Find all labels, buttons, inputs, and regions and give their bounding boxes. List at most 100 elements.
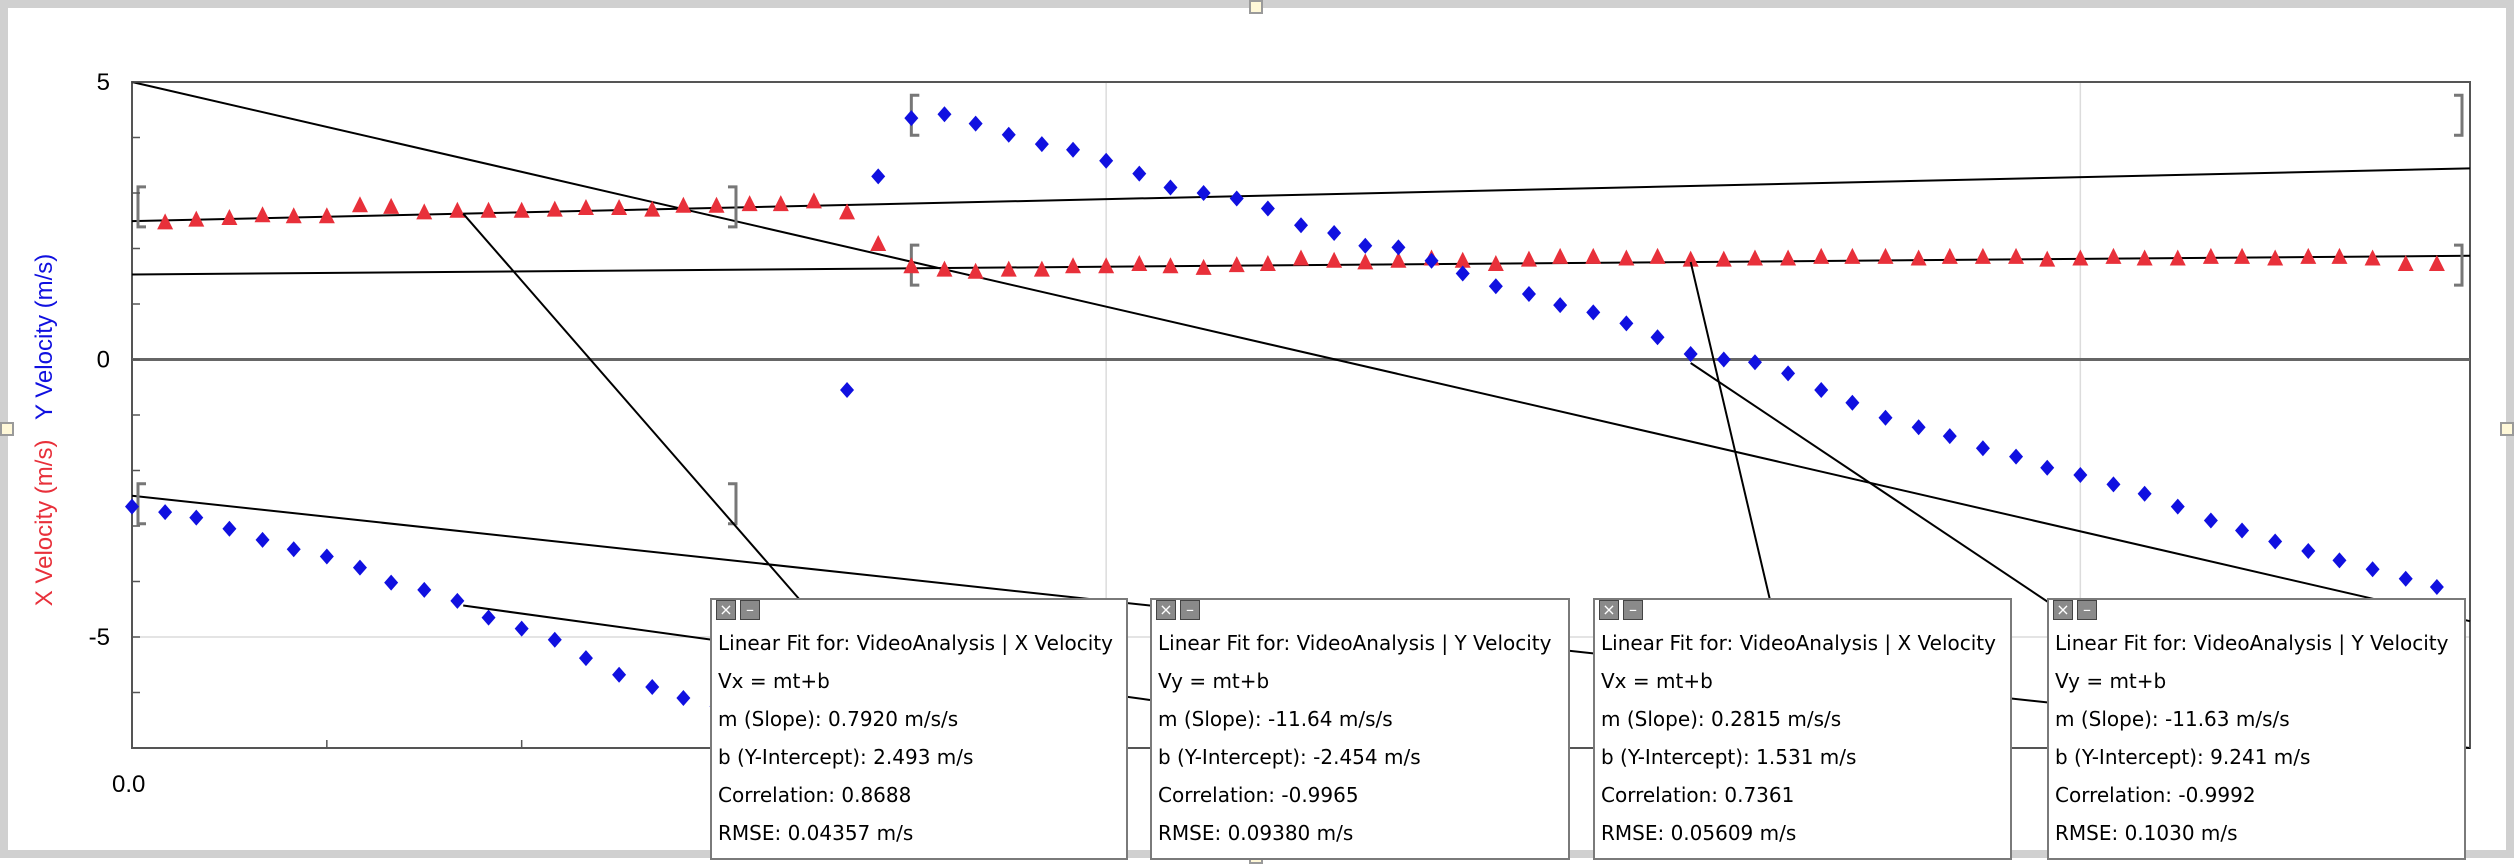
y-velocity-point [1619,315,1634,332]
x-velocity-point [513,201,530,218]
x-velocity-point [1649,247,1666,264]
x-velocity-point [1715,250,1732,267]
x-velocity-point [1910,249,1927,266]
x-tick-label: 0.0 [112,771,145,798]
fit-callout-line [1689,261,1771,601]
y-velocity-point [1327,224,1342,241]
x-velocity-point [1357,253,1374,270]
fit-callout-lines [462,213,2061,701]
fit-title: Linear Fit for: VideoAnalysis | X Veloci… [1601,631,1996,655]
fit-equation: Vx = mt+b [718,669,830,693]
x-velocity-point [2202,247,2219,264]
x-velocity-point [351,196,368,213]
fit-box-text: Linear Fit for: VideoAnalysis | Y Veloci… [2055,630,2449,858]
y-velocity-point [286,541,301,558]
x-velocity-point [2364,249,2381,266]
x-velocity-point [1131,255,1148,272]
linear-fit-box[interactable]: × – Linear Fit for: VideoAnalysis | Y Velo… [2047,598,2466,860]
fit-correlation: Correlation: 0.8688 [718,783,912,807]
y-velocity-point [578,650,593,667]
y-velocity-point [1716,351,1731,368]
x-velocity-point [2331,247,2348,264]
y-velocity-point [1229,190,1244,207]
y-velocity-point [968,115,983,132]
y-velocity-point [1878,409,1893,426]
x-velocity-point [1585,247,1602,264]
x-velocity-point [1520,250,1537,267]
y-velocity-point [2429,579,2444,596]
x-velocity-point [1326,251,1343,268]
resize-handle-left[interactable] [0,422,14,436]
fit-equation: Vy = mt+b [2055,669,2167,693]
resize-handle-right[interactable] [2500,422,2514,436]
y-axis-label-y-velocity: Y Velocity (m/s) [31,254,58,420]
y-velocity-point [481,609,496,626]
y-velocity-point [1911,419,1926,436]
fit-box-text: Linear Fit for: VideoAnalysis | X Veloci… [718,630,1113,858]
minimize-icon[interactable]: – [740,600,760,620]
fit-slope: m (Slope): 0.2815 m/s/s [1601,707,1842,731]
y-tick-label: 0 [97,347,110,374]
x-velocity-point [1293,249,1309,266]
y-velocity-point [2040,459,2055,476]
x-velocity-point [2300,247,2317,264]
y-axis-label-x-velocity: X Velocity (m/s) [31,440,58,607]
minimize-icon[interactable]: – [1180,600,1200,620]
x-velocity-point [2105,247,2122,264]
x-velocity-point [1974,247,1991,264]
y-velocity-point [384,574,399,591]
y-velocity-point [2398,570,2413,587]
x-velocity-point [2169,249,2186,266]
y-tick-label: 5 [97,69,110,96]
y-velocity-point [2073,466,2088,483]
x-velocity-point [967,262,984,279]
fit-equation: Vx = mt+b [1601,669,1713,693]
fit-equation: Vy = mt+b [1158,669,1270,693]
x-velocity-point [1746,249,1763,266]
y-velocity-point [1683,345,1698,362]
fit-intercept: b (Y-Intercept): 1.531 m/s [1601,745,1857,769]
fit-callout-line [462,213,801,601]
x-velocity-point [741,195,758,212]
y-axis-label-gap [31,420,58,440]
y-velocity-point [840,382,855,399]
linear-fit-box[interactable]: × – Linear Fit for: VideoAnalysis | X Velo… [1593,598,2012,860]
x-velocity-point [1813,247,1830,264]
minimize-icon[interactable]: – [2077,600,2097,620]
x-velocity-point [1487,255,1504,272]
y-velocity-point [1814,382,1829,399]
y-velocity-point [612,666,627,683]
y-velocity-point [2106,476,2121,493]
x-velocity-point [1259,255,1276,272]
x-velocity-point [318,207,335,224]
close-icon[interactable]: × [716,600,736,620]
x-velocity-point [577,198,594,215]
y-velocity-point [1781,365,1796,382]
y-velocity-point [417,581,432,598]
x-velocity-point [2397,255,2414,272]
fit-slope: m (Slope): -11.63 m/s/s [2055,707,2290,731]
y-velocity-point [1196,185,1211,201]
y-velocity-point [2332,552,2347,569]
close-icon[interactable]: × [2053,600,2073,620]
fit-slope: m (Slope): -11.64 m/s/s [1158,707,1393,731]
y-velocity-point [2365,561,2380,578]
linear-fit-box[interactable]: × – Linear Fit for: VideoAnalysis | X Velo… [710,598,1128,860]
y-velocity-point [676,690,691,707]
y-velocity-point [1391,239,1406,256]
y-velocity-point [1358,237,1373,254]
fit-line-x-velocity [131,167,2471,223]
y-velocity-point [1650,329,1665,346]
fit-range-bracket-left [136,482,146,526]
close-icon[interactable]: × [1599,600,1619,620]
x-velocity-point [1000,260,1017,277]
y-tick-label: -5 [89,624,110,651]
close-icon[interactable]: × [1156,600,1176,620]
fit-box-text: Linear Fit for: VideoAnalysis | X Veloci… [1601,630,1996,858]
y-velocity-point [319,548,334,565]
linear-fit-box[interactable]: × – Linear Fit for: VideoAnalysis | Y Velo… [1150,598,1570,860]
y-axis-label: X Velocity (m/s) Y Velocity (m/s) [31,254,58,607]
x-velocity-point [1033,260,1050,277]
minimize-icon[interactable]: – [1623,600,1643,620]
resize-handle-top[interactable] [1249,0,1263,14]
